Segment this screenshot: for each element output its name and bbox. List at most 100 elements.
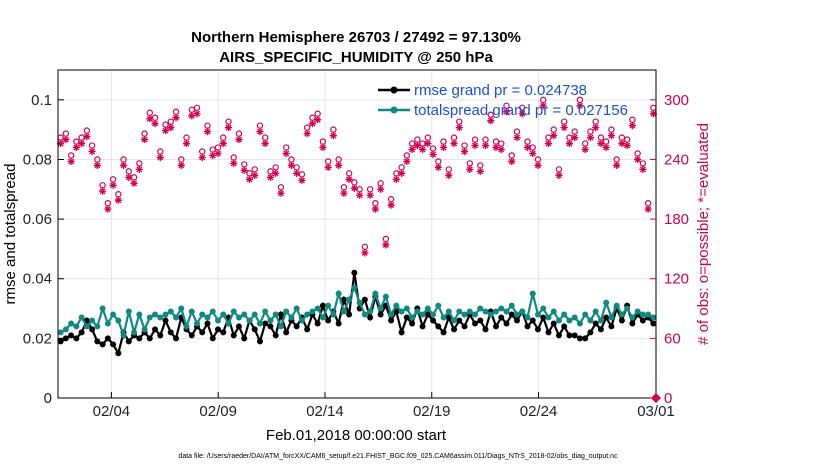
obs-possible-point [492, 138, 500, 145]
obs-evaluated-point [413, 141, 421, 150]
obs-possible-point [650, 104, 657, 111]
obs-possible-point [450, 134, 458, 141]
obs-evaluated-point [523, 143, 532, 152]
obs-evaluated-point [565, 139, 574, 148]
rmse-point [529, 317, 536, 324]
obs-evaluated-point [377, 185, 385, 193]
obs-evaluated-point [224, 124, 233, 132]
spread-point [403, 305, 410, 312]
spread-point [582, 311, 589, 318]
obs-evaluated-point [109, 181, 117, 189]
rmse-point [104, 335, 111, 342]
spread-point [576, 320, 583, 327]
obs-evaluated-point [623, 141, 631, 150]
obs-evaluated-point [261, 139, 269, 148]
obs-possible-point [193, 104, 201, 111]
obs-evaluated-point [392, 175, 400, 183]
spread-point [529, 290, 536, 297]
obs-evaluated-point [114, 196, 122, 204]
rmse-point [157, 332, 164, 339]
spread-point [199, 311, 206, 318]
spread-point [388, 311, 395, 318]
obs-evaluated-point [335, 161, 343, 170]
spread-point [188, 308, 195, 315]
series-layer [57, 96, 657, 357]
obs-evaluated-point [314, 116, 322, 124]
spread-point [566, 317, 573, 324]
spread-point [367, 308, 374, 315]
rmse-point [540, 314, 547, 321]
rmse-point [440, 329, 447, 336]
spread-point [78, 314, 85, 321]
obs-possible-point [445, 166, 452, 173]
spread-point [241, 311, 248, 318]
rmse-point [256, 338, 263, 345]
spread-point [534, 311, 541, 318]
obs-evaluated-point [592, 124, 600, 132]
obs-evaluated-point [146, 115, 154, 123]
obs-evaluated-point [177, 161, 185, 170]
obs-evaluated-point [356, 191, 364, 199]
obs-possible-point [372, 199, 379, 207]
spread-point [545, 314, 552, 321]
spread-point [131, 329, 138, 336]
obs-possible-point [167, 118, 174, 125]
obs-possible-point [188, 106, 195, 113]
y-tick-label: 0.06 [23, 211, 52, 228]
spread-point [634, 308, 641, 315]
spread-point [456, 308, 463, 315]
obs-evaluated-point [135, 165, 143, 173]
x-tick-label: 03/01 [637, 403, 675, 420]
obs-evaluated-point [340, 189, 348, 197]
obs-possible-point [146, 109, 153, 116]
y-tick-label: 0.1 [31, 92, 52, 109]
spread-point [524, 314, 531, 321]
obs-possible-point [330, 126, 337, 133]
rmse-point [361, 296, 368, 303]
obs-possible-point [639, 160, 647, 167]
obs-evaluated-point [460, 147, 469, 156]
spread-point [618, 311, 625, 318]
chart-title-line2: AIRS_SPECIFIC_HUMIDITY @ 250 hPa [219, 49, 493, 66]
obs-evaluated-point [350, 184, 358, 192]
legend-marker-rmse [390, 86, 398, 94]
obs-possible-point [592, 118, 599, 125]
rmse-point [262, 320, 269, 327]
obs-evaluated-point [571, 133, 579, 142]
spread-point [162, 311, 169, 318]
obs-possible-point [298, 171, 306, 178]
spread-point [167, 308, 174, 315]
obs-evaluated-point [272, 169, 280, 177]
spread-point [414, 308, 421, 315]
rmse-point [555, 332, 562, 339]
obs-evaluated-point [167, 124, 175, 132]
spread-point [283, 308, 290, 315]
obs-evaluated-point [492, 143, 500, 152]
spread-point [256, 320, 263, 327]
rmse-point [461, 323, 468, 330]
spread-point [293, 305, 300, 312]
obs-evaluated-point [182, 139, 191, 148]
x-tick-label: 02/24 [520, 403, 558, 420]
rmse-point [482, 326, 489, 333]
spread-point [325, 302, 332, 309]
spread-point [440, 314, 447, 321]
obs-evaluated-point [555, 171, 563, 179]
zero-diamond-marker [651, 393, 661, 403]
rmse-point [534, 326, 541, 333]
obs-possible-point [555, 166, 563, 173]
obs-possible-point [67, 152, 75, 159]
spread-point [136, 311, 143, 318]
spread-point [288, 314, 295, 321]
spread-point [314, 305, 321, 312]
obs-possible-point [157, 148, 164, 155]
spread-point [120, 332, 127, 339]
x-tick-label: 02/19 [413, 403, 451, 420]
obs-evaluated-point [67, 157, 75, 166]
obs-evaluated-point [408, 145, 416, 154]
obs-evaluated-point [471, 141, 479, 150]
y-right-tick-label: 300 [664, 92, 689, 109]
rmse-point [204, 320, 211, 327]
obs-possible-point [277, 184, 285, 191]
rmse-point [493, 323, 500, 330]
